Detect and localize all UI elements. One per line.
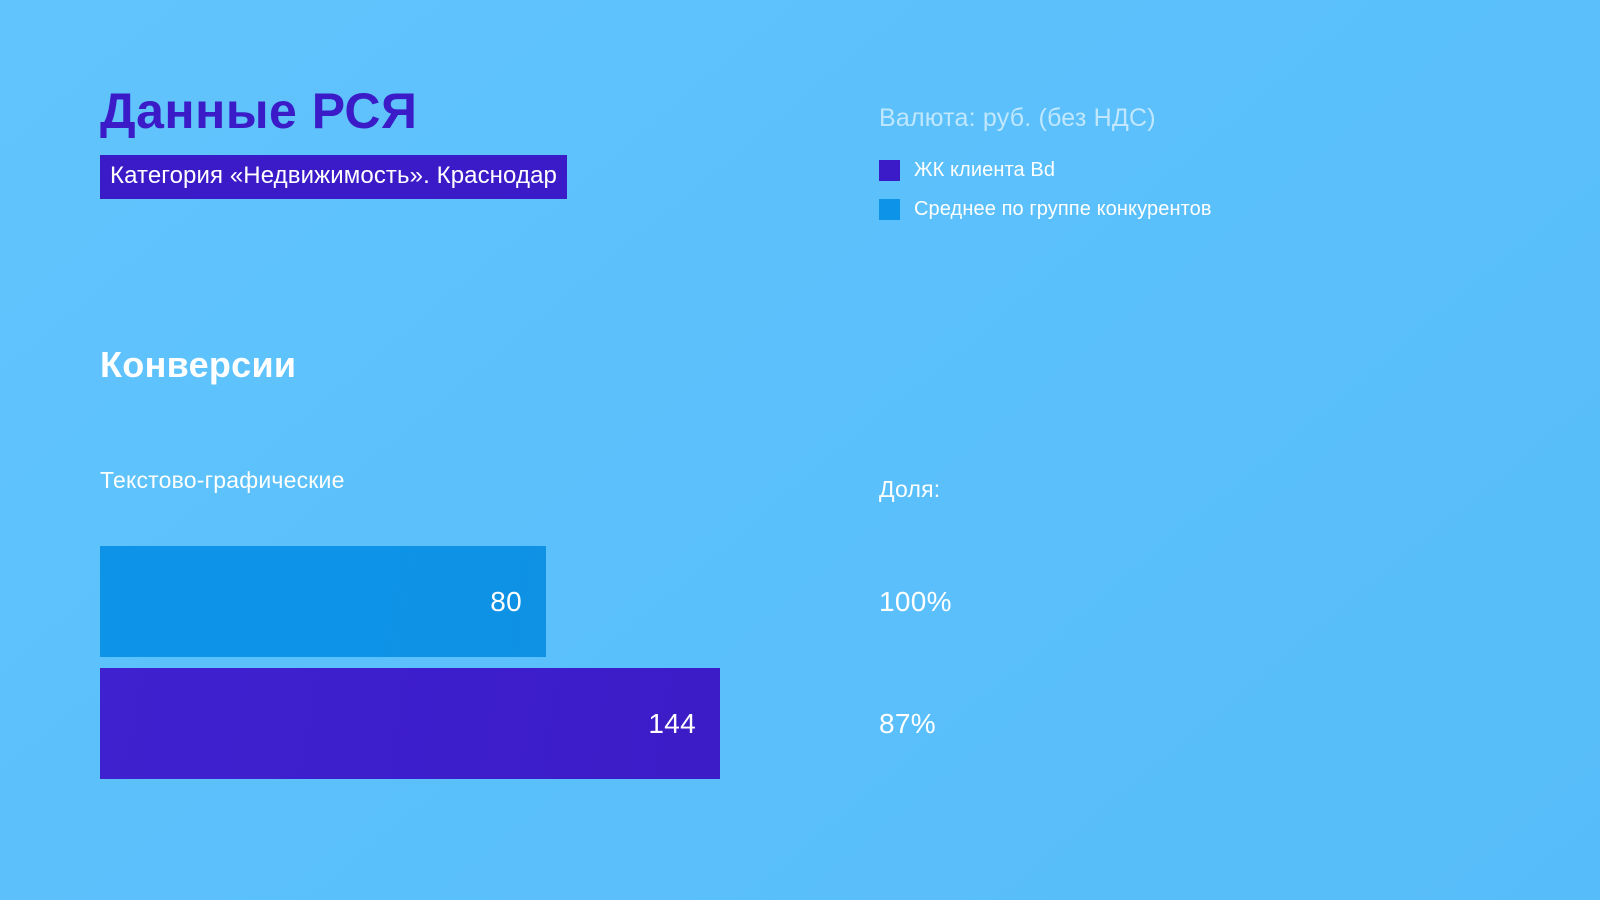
meta-block: Валюта: руб. (без НДС) ЖК клиента Bd Сре… bbox=[879, 103, 1499, 224]
share-column-title: Доля: bbox=[879, 476, 941, 502]
legend-label-average: Среднее по группе конкурентов bbox=[914, 198, 1212, 220]
group-label-text-graphic: Текстово-графические bbox=[100, 467, 345, 493]
bar-value-client: 144 bbox=[648, 707, 696, 739]
category-badge: Категория «Недвижимость». Краснодар bbox=[100, 155, 567, 199]
bar-row-average: 80 bbox=[100, 546, 860, 657]
share-row-average: 100% bbox=[879, 546, 1199, 657]
share-column: Доля: 100% 87% bbox=[879, 474, 1199, 739]
bar-average: 80 bbox=[100, 546, 546, 657]
chart-legend: ЖК клиента Bd Среднее по группе конкурен… bbox=[879, 155, 1499, 224]
legend-swatch-client-icon bbox=[879, 159, 900, 181]
legend-swatch-average-icon bbox=[879, 198, 900, 220]
share-value-average: 100% bbox=[879, 585, 952, 617]
page-title: Данные РСЯ bbox=[100, 83, 418, 139]
legend-item-average: Среднее по группе конкурентов bbox=[879, 194, 1499, 224]
section-title-conversions: Конверсии bbox=[100, 344, 297, 385]
legend-item-client: ЖК клиента Bd bbox=[879, 155, 1499, 185]
bar-row-client: 144 bbox=[100, 668, 860, 779]
legend-label-client: ЖК клиента Bd bbox=[914, 159, 1056, 181]
share-value-client: 87% bbox=[879, 707, 936, 739]
header-block: Данные РСЯ Категория «Недвижимость». Кра… bbox=[100, 82, 840, 199]
bar-chart: 80 144 bbox=[100, 546, 860, 779]
bar-value-average: 80 bbox=[490, 585, 522, 617]
share-values-list: 100% 87% bbox=[879, 546, 1199, 779]
bar-client: 144 bbox=[100, 668, 720, 779]
currency-note: Валюта: руб. (без НДС) bbox=[879, 104, 1156, 132]
share-row-client: 87% bbox=[879, 668, 1199, 779]
